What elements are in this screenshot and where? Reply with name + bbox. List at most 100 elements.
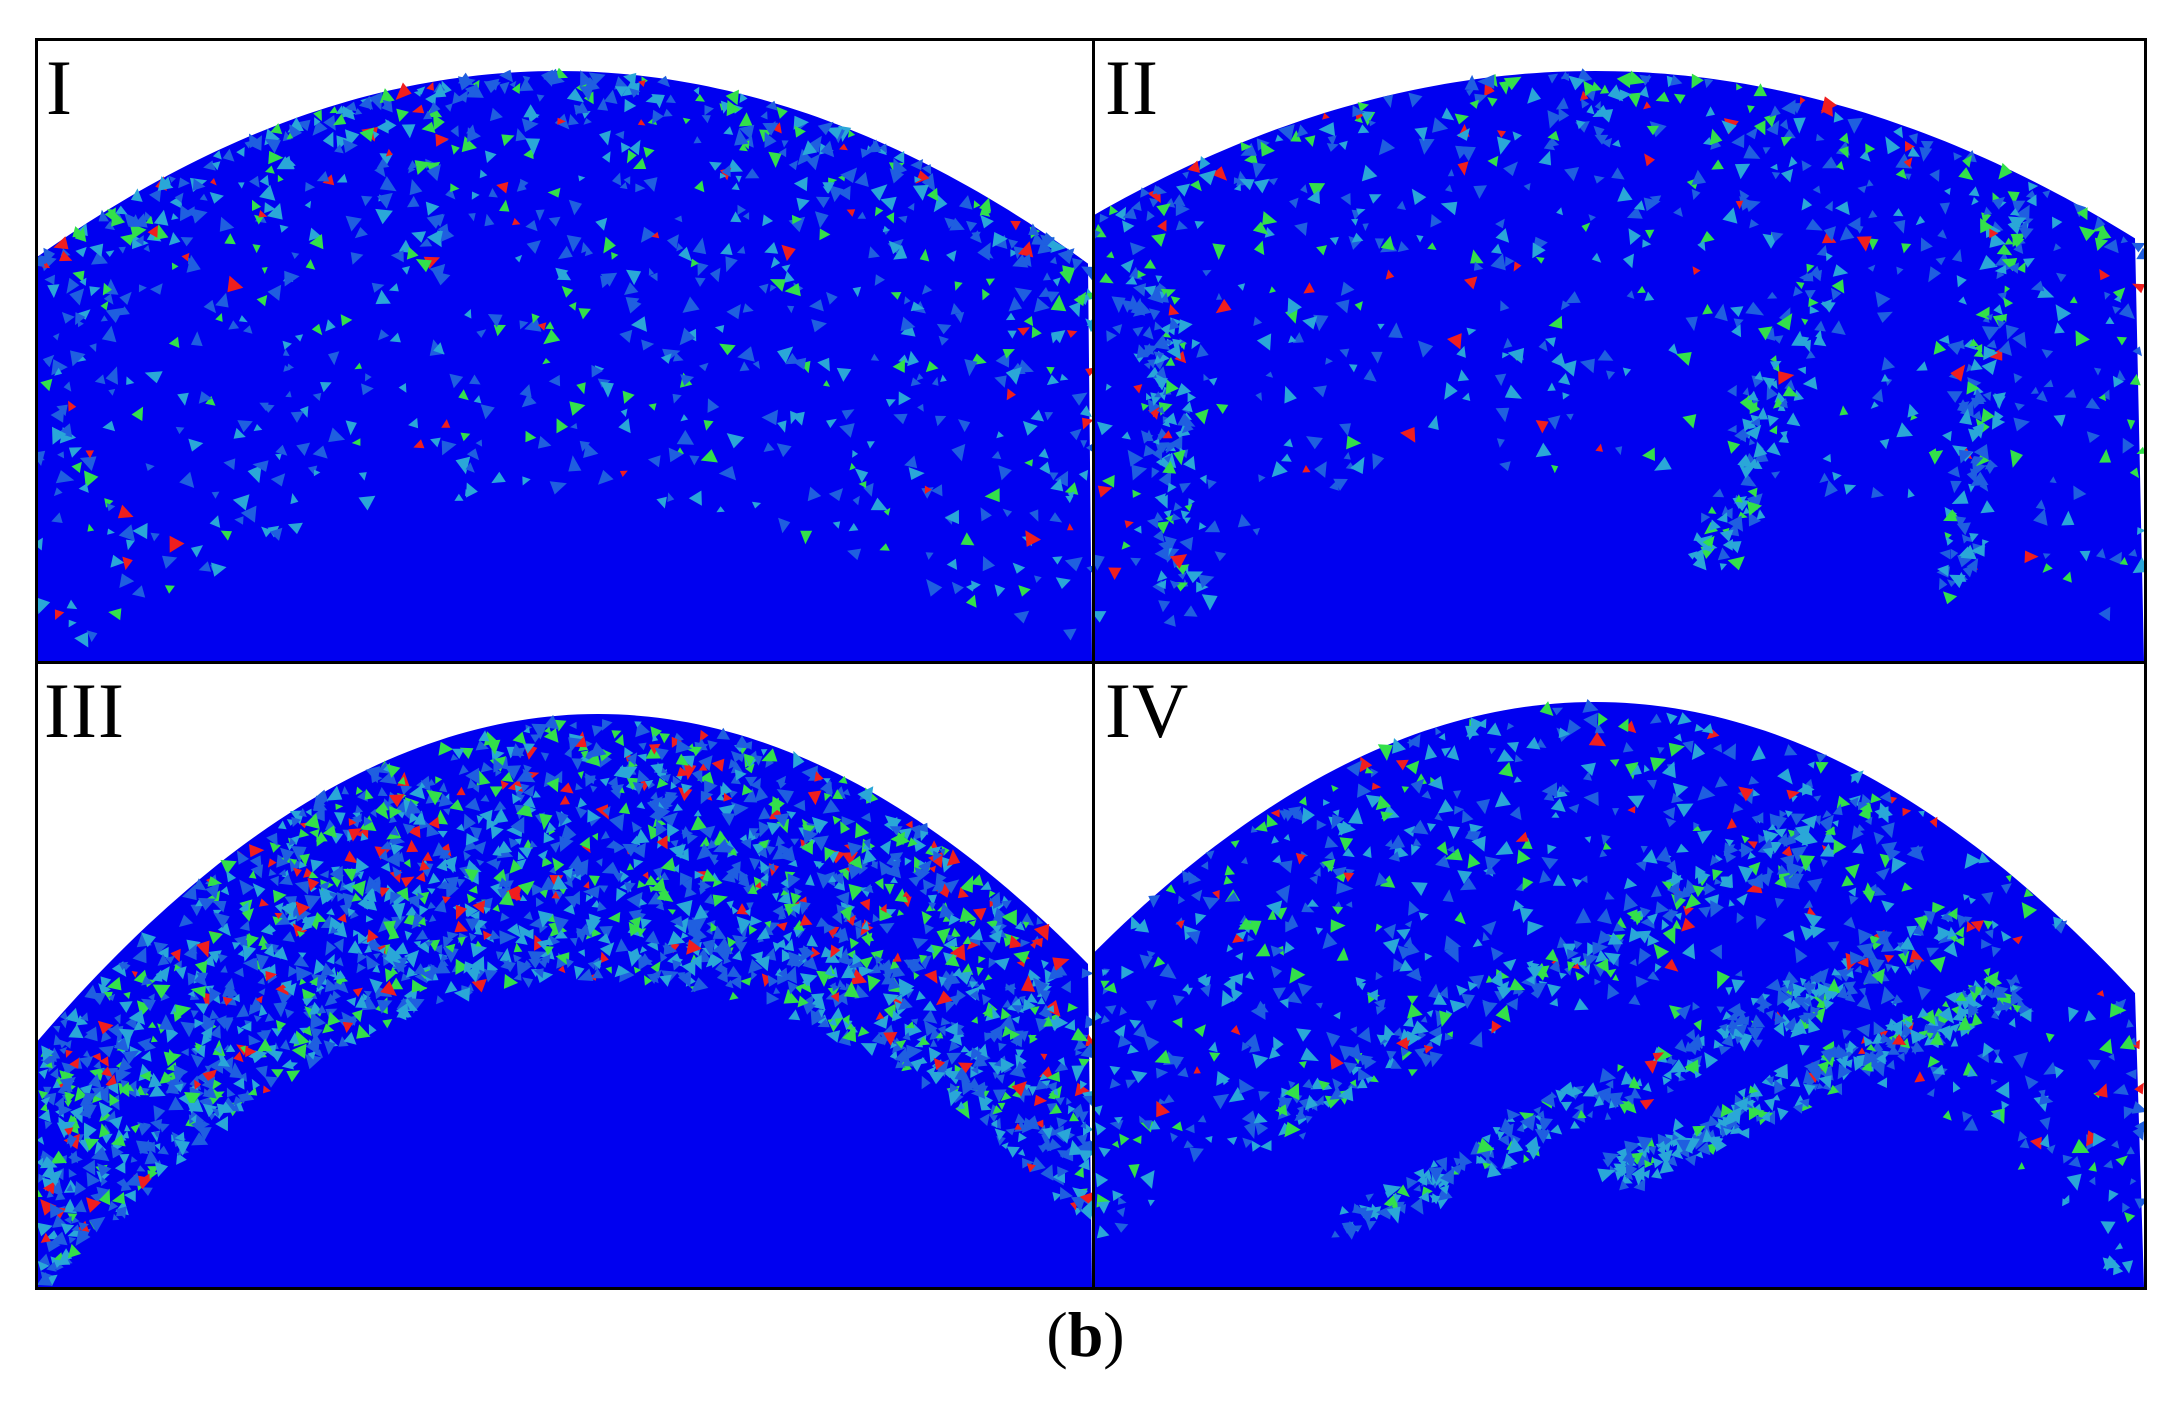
particle <box>585 894 593 902</box>
particle <box>907 350 919 367</box>
particle <box>690 815 708 831</box>
particle <box>517 880 535 896</box>
particle <box>596 858 603 867</box>
particle <box>846 914 856 927</box>
particle <box>1207 479 1217 490</box>
particle <box>469 910 480 921</box>
particle <box>633 966 642 974</box>
particle <box>870 353 880 361</box>
particle <box>860 1043 878 1056</box>
particle <box>1379 875 1396 888</box>
particle <box>686 833 698 845</box>
particle <box>1456 128 1470 141</box>
particle <box>1049 1102 1062 1115</box>
particle <box>338 1036 349 1047</box>
particle <box>1095 554 1105 571</box>
particle <box>1405 760 1420 775</box>
particle <box>1642 447 1655 461</box>
particle <box>1041 1004 1050 1013</box>
particle <box>1177 413 1196 427</box>
particle <box>797 995 809 1008</box>
particle <box>893 158 908 177</box>
particle <box>1008 239 1019 249</box>
particle <box>1587 1110 1593 1119</box>
particle <box>799 945 815 963</box>
particle <box>1907 488 1915 498</box>
particle <box>1884 954 1895 963</box>
particle <box>355 857 370 874</box>
particle <box>1754 370 1763 381</box>
particle <box>143 244 150 253</box>
particle <box>1654 963 1662 973</box>
particle <box>265 963 277 977</box>
particle <box>257 1038 273 1052</box>
particle <box>319 881 330 893</box>
particle <box>1804 290 1816 300</box>
particle <box>957 1062 973 1074</box>
particle <box>249 844 265 858</box>
particle <box>1770 355 1777 363</box>
particle <box>236 1025 245 1035</box>
particle <box>1426 1010 1434 1018</box>
particle <box>790 902 801 915</box>
particle <box>1272 987 1286 1000</box>
particle <box>658 872 670 881</box>
particle <box>1713 743 1723 753</box>
particle <box>2099 269 2110 281</box>
particle <box>1298 796 1307 806</box>
particle <box>1165 514 1174 525</box>
particle <box>639 946 648 954</box>
particle <box>1666 859 1677 874</box>
particle <box>89 243 104 257</box>
particle <box>711 942 724 954</box>
particle <box>921 1075 931 1090</box>
particle <box>736 916 752 935</box>
particle <box>1822 829 1836 843</box>
particle <box>119 1154 130 1165</box>
particle <box>910 1018 919 1025</box>
particle <box>1986 313 1993 321</box>
particle <box>1582 1082 1600 1097</box>
particle <box>413 439 425 449</box>
particle <box>820 780 833 794</box>
particle <box>1496 136 1511 155</box>
particle <box>1771 471 1781 479</box>
particle <box>1046 1005 1055 1013</box>
particle <box>1722 207 1738 224</box>
particle <box>2103 1159 2114 1169</box>
particle <box>1396 200 1406 210</box>
particle <box>1017 327 1030 336</box>
particle <box>969 990 980 1002</box>
particle <box>754 786 769 803</box>
particle <box>1081 968 1092 979</box>
particle <box>1427 823 1437 832</box>
particle <box>1414 127 1428 142</box>
particle <box>110 554 125 568</box>
particle <box>469 826 482 842</box>
particle <box>1313 867 1321 877</box>
particle <box>1436 841 1448 856</box>
particle <box>2042 563 2053 573</box>
particle <box>126 1084 135 1092</box>
particle <box>575 101 589 114</box>
particle <box>793 750 805 769</box>
particle <box>78 1222 89 1231</box>
particle <box>514 254 523 263</box>
particle <box>988 929 1003 944</box>
particle <box>979 203 991 216</box>
particle <box>1748 861 1761 876</box>
particle <box>831 910 843 925</box>
particle <box>580 750 589 759</box>
particle <box>364 373 372 382</box>
particle <box>667 823 680 838</box>
particle <box>994 375 1007 388</box>
particle <box>365 915 374 923</box>
particle <box>1867 238 1879 251</box>
particle <box>651 109 664 125</box>
particle <box>1682 740 1694 754</box>
particle <box>1534 1128 1550 1144</box>
particle <box>1802 376 1818 390</box>
particle <box>1724 838 1734 847</box>
particle <box>736 245 746 254</box>
particle <box>592 832 599 841</box>
